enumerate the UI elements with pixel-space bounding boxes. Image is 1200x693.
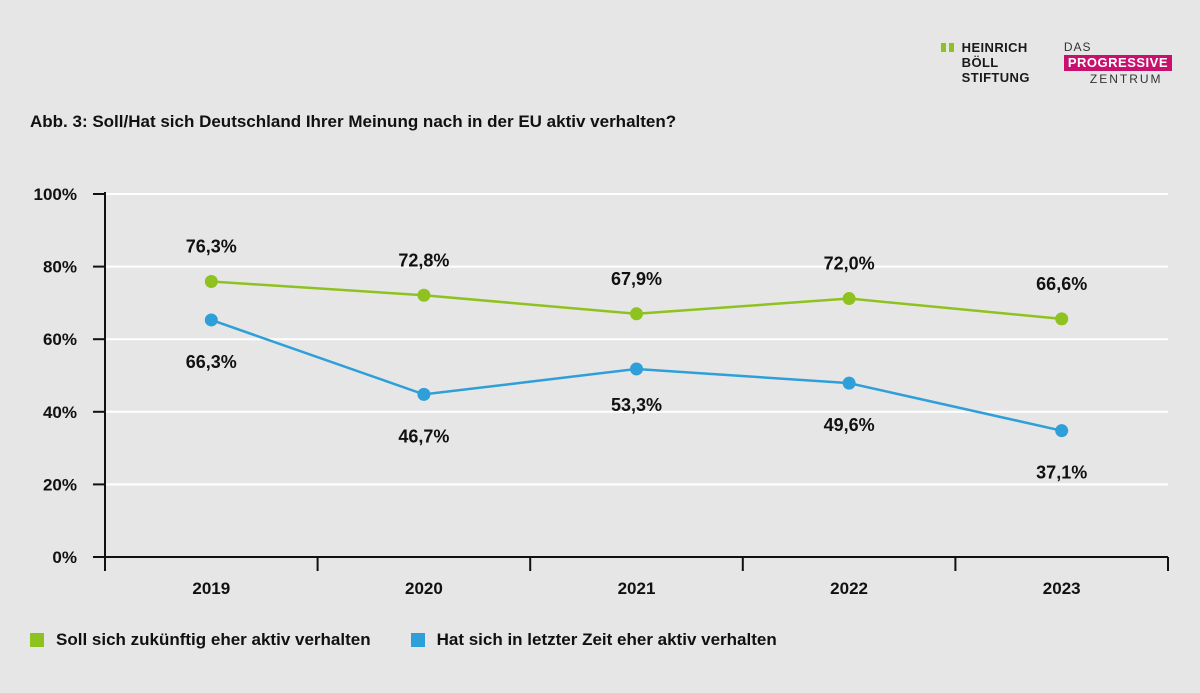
pz-logo-mid: PROGRESSIVE bbox=[1063, 55, 1172, 71]
hbs-logo-mark-icon bbox=[940, 43, 954, 85]
data-point bbox=[1055, 424, 1069, 438]
heinrich-boell-logo: HEINRICH BÖLL STIFTUNG bbox=[940, 40, 1030, 85]
chart-title: Abb. 3: Soll/Hat sich Deutschland Ihrer … bbox=[30, 112, 677, 131]
data-label: 49,6% bbox=[824, 415, 875, 435]
x-tick-label: 2022 bbox=[830, 579, 868, 598]
data-label: 67,9% bbox=[611, 269, 662, 289]
data-label: 46,7% bbox=[398, 426, 449, 446]
data-point bbox=[1055, 312, 1069, 326]
y-tick-label: 60% bbox=[43, 330, 77, 349]
data-point bbox=[630, 307, 643, 321]
y-tick-label: 80% bbox=[43, 258, 77, 277]
data-point bbox=[204, 274, 218, 288]
y-tick-label: 100% bbox=[34, 185, 77, 204]
x-tick-label: 2020 bbox=[405, 579, 443, 598]
x-tick-label: 2023 bbox=[1043, 579, 1081, 598]
legend-item-soll: Soll sich zukünftig eher aktiv verhalten bbox=[30, 630, 371, 650]
pz-logo-top: DAS bbox=[1063, 40, 1092, 54]
logos: HEINRICH BÖLL STIFTUNG DAS PROGRESSIVE Z… bbox=[940, 40, 1172, 86]
data-label: 72,0% bbox=[824, 254, 875, 274]
y-tick-label: 20% bbox=[43, 475, 77, 494]
y-tick-label: 0% bbox=[52, 548, 77, 567]
legend-label-hat: Hat sich in letzter Zeit eher aktiv verh… bbox=[436, 630, 777, 649]
data-point bbox=[842, 376, 856, 390]
data-point bbox=[417, 387, 431, 401]
hbs-logo-line: BÖLL bbox=[961, 55, 999, 70]
legend-label-soll: Soll sich zukünftig eher aktiv verhalten bbox=[56, 630, 371, 649]
legend-item-hat: Hat sich in letzter Zeit eher aktiv verh… bbox=[410, 630, 777, 650]
pz-logo-bot: ZENTRUM bbox=[1089, 72, 1163, 86]
data-label: 76,3% bbox=[186, 236, 237, 256]
x-tick-label: 2019 bbox=[192, 579, 230, 598]
legend-swatch-hat bbox=[410, 633, 425, 647]
data-point bbox=[417, 288, 431, 302]
progressive-zentrum-logo: DAS PROGRESSIVE ZENTRUM bbox=[1063, 40, 1172, 86]
data-label: 66,6% bbox=[1036, 274, 1087, 294]
data-label: 72,8% bbox=[398, 250, 449, 270]
data-label: 66,3% bbox=[186, 352, 237, 372]
x-tick-label: 2021 bbox=[618, 579, 656, 598]
legend-swatch-soll bbox=[30, 633, 44, 647]
legend: Soll sich zukünftig eher aktiv verhalten… bbox=[30, 630, 777, 650]
data-label: 53,3% bbox=[611, 395, 662, 415]
data-label: 37,1% bbox=[1036, 463, 1087, 483]
hbs-logo-line: STIFTUNG bbox=[961, 70, 1030, 85]
data-point bbox=[842, 292, 856, 306]
y-tick-label: 40% bbox=[43, 403, 77, 422]
hbs-logo-line: HEINRICH bbox=[961, 40, 1028, 55]
data-point bbox=[630, 362, 643, 376]
data-point bbox=[204, 313, 218, 327]
